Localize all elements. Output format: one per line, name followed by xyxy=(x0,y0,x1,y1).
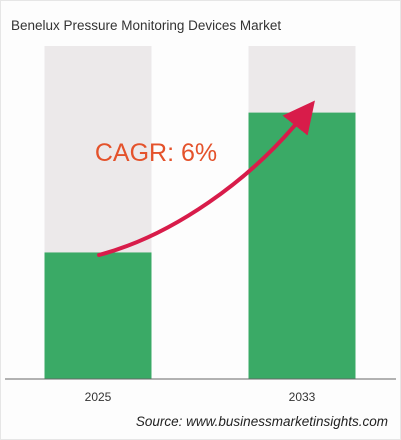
chart-title: Benelux Pressure Monitoring Devices Mark… xyxy=(11,18,282,33)
source-note: Source: www.businessmarketinsights.com xyxy=(135,414,388,429)
bar-2025 xyxy=(44,252,152,379)
bars-layer xyxy=(44,46,356,379)
x-tick-label-2033: 2033 xyxy=(289,390,316,404)
bar-2033 xyxy=(248,112,356,379)
cagr-annotation: CAGR: 6% xyxy=(95,139,217,167)
x-tick-label-2025: 2025 xyxy=(85,390,112,404)
x-axis-ticks: 2025 2033 xyxy=(85,390,316,404)
growth-arrow xyxy=(97,100,315,257)
